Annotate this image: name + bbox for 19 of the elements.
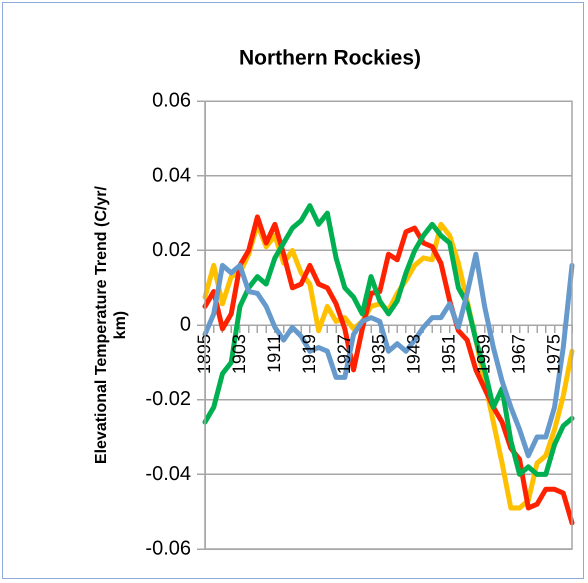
y-axis-title: Elevational Temperature Trend (C/yr/ km)	[93, 186, 130, 464]
x-tick-label: 1911	[264, 334, 284, 373]
x-tick-label: 1903	[228, 334, 249, 374]
chart-title: Northern Rockies)	[238, 46, 422, 70]
x-tick-label: 1927	[334, 334, 354, 374]
x-tick-label: 1967	[508, 334, 529, 374]
x-tick-label: 1975	[543, 334, 564, 374]
y-tick-label: 0.02	[152, 238, 191, 261]
x-tick-label: 1959	[474, 334, 494, 374]
y-tick-label: -0.04	[145, 462, 191, 485]
x-tick-label: 1935	[368, 334, 389, 374]
y-tick-label: -0.06	[145, 538, 191, 560]
x-tick-label: 1943	[404, 334, 424, 374]
y-tick-label: 0.04	[152, 164, 191, 186]
y-tick-label: 0	[180, 314, 191, 336]
y-tick-label: -0.02	[145, 388, 191, 410]
y-tick-label: 0.06	[152, 90, 191, 112]
x-tick-label: 1919	[298, 334, 319, 374]
x-tick-label: 1951	[438, 334, 459, 374]
